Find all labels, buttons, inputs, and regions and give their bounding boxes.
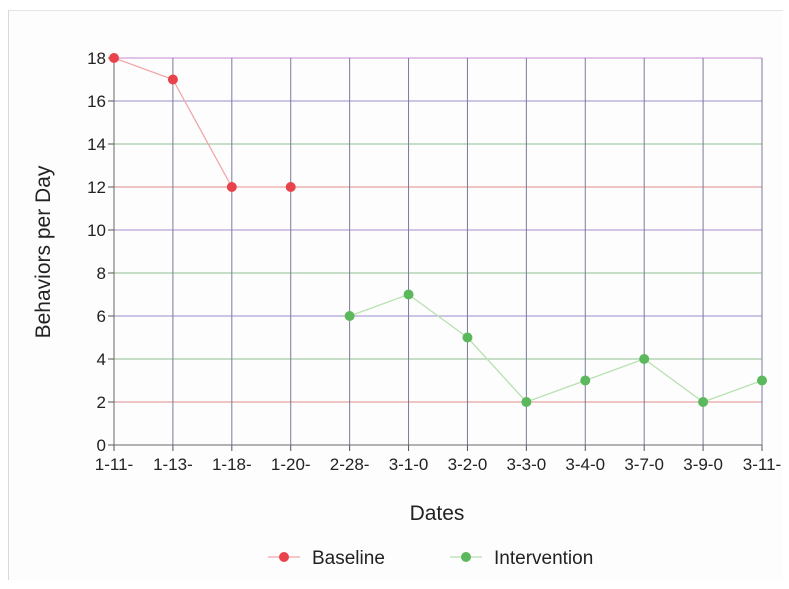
intervention-point <box>639 354 650 364</box>
intervention-point <box>403 289 414 300</box>
x-tick-label: 3-3-0 <box>507 455 547 474</box>
legend-marker <box>461 552 471 562</box>
legend-item-baseline: Baseline <box>268 548 385 569</box>
intervention-line <box>349 293 763 403</box>
x-tick-label: 1-11- <box>95 455 133 474</box>
y-tick-label: 10 <box>87 221 106 240</box>
x-tick-label: 1-13- <box>153 455 193 474</box>
y-tick-label: 8 <box>97 264 106 283</box>
baseline-point <box>109 53 119 63</box>
x-tick-labels: 1-11- 1-13- 1-18- 1-20- 2-28- 3-1-0 3-2-0 3-3-0… <box>95 455 781 474</box>
series-baseline <box>109 53 296 192</box>
legend-item-intervention: Intervention <box>450 548 593 569</box>
axes <box>108 57 763 451</box>
y-axis-title: Behaviors per Day <box>32 165 55 338</box>
baseline-point <box>167 74 178 85</box>
x-axis-title: Dates <box>410 502 465 525</box>
intervention-point <box>462 332 473 343</box>
intervention-point <box>521 397 532 407</box>
grid-lines <box>114 57 763 445</box>
chart-frame <box>8 10 783 580</box>
x-tick-label: 3-11- <box>743 455 781 474</box>
x-tick-label: 1-20- <box>271 455 311 474</box>
x-tick-label: 3-1-0 <box>389 455 429 474</box>
y-tick-labels: 0 2 4 6 8 10 12 14 16 18 <box>87 49 106 455</box>
intervention-point <box>757 375 767 386</box>
series <box>109 53 767 407</box>
y-tick-label: 6 <box>97 307 106 326</box>
baseline-line <box>113 57 291 188</box>
legend-marker <box>279 552 289 562</box>
y-tick-label: 18 <box>87 49 106 68</box>
y-tick-label: 0 <box>97 436 106 455</box>
y-tick-label: 12 <box>87 178 106 197</box>
x-tick-label: 3-4-0 <box>565 455 605 474</box>
legend-label: Baseline <box>312 548 385 569</box>
x-tick-label: 3-9-0 <box>683 455 723 474</box>
baseline-point <box>226 182 237 192</box>
y-tick-label: 14 <box>87 135 106 154</box>
legend-label: Intervention <box>494 548 593 569</box>
x-tick-label: 3-2-0 <box>448 455 488 474</box>
legend: Baseline Intervention <box>268 548 593 569</box>
x-tick-label: 1-18- <box>212 455 252 474</box>
intervention-point <box>698 397 709 407</box>
y-tick-label: 2 <box>97 393 106 412</box>
y-tick-label: 16 <box>87 92 106 111</box>
intervention-point <box>580 375 591 386</box>
baseline-point <box>285 182 296 192</box>
x-tick-label: 3-7-0 <box>624 455 664 474</box>
series-intervention <box>344 289 767 407</box>
x-tick-label: 2-28- <box>330 455 370 474</box>
intervention-point <box>344 311 355 321</box>
y-tick-label: 4 <box>97 350 106 369</box>
